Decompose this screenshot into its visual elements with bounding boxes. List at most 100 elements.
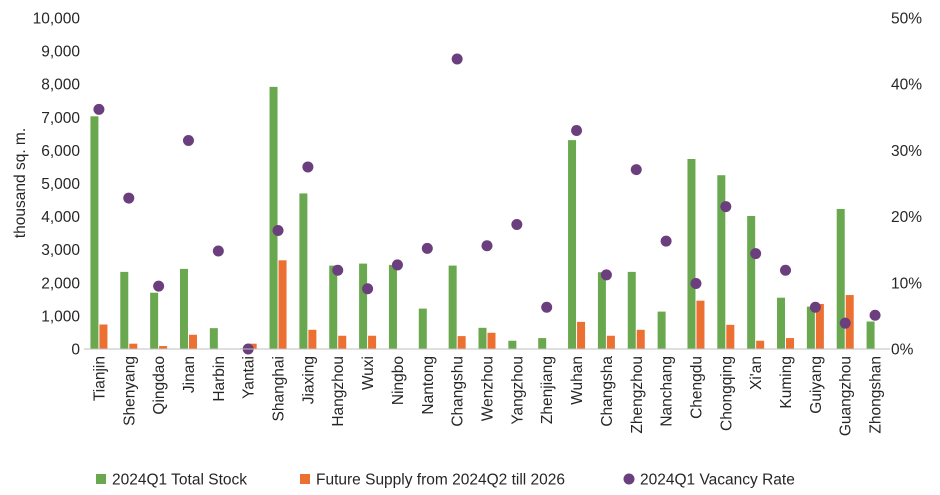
legend: 2024Q1 Total Stock Future Supply from 202… bbox=[96, 472, 795, 489]
bar-future-supply bbox=[786, 338, 795, 349]
x-tick-label: Qingdao bbox=[151, 356, 168, 415]
legend-label: 2024Q1 Vacancy Rate bbox=[640, 472, 795, 489]
point-vacancy-rate bbox=[182, 134, 194, 146]
x-tick-label: Wuhan bbox=[569, 356, 586, 405]
bar-total-stock bbox=[777, 297, 786, 349]
x-tick-label: Hangzhou bbox=[330, 356, 347, 427]
point-vacancy-rate bbox=[630, 164, 642, 176]
y2-tick-label: 20% bbox=[891, 209, 922, 226]
bar-total-stock bbox=[448, 265, 457, 349]
y2-tick-label: 0% bbox=[891, 342, 914, 359]
point-vacancy-rate bbox=[720, 201, 732, 213]
x-tick-label: Nantong bbox=[420, 356, 437, 415]
point-vacancy-rate bbox=[421, 242, 433, 254]
x-tick-label: Harbin bbox=[211, 356, 228, 402]
bar-total-stock bbox=[90, 116, 99, 349]
y-tick-label: 1,000 bbox=[41, 308, 80, 325]
point-vacancy-rate bbox=[541, 301, 553, 313]
point-vacancy-rate bbox=[481, 240, 493, 252]
x-tick-label: Zhongshan bbox=[868, 356, 885, 434]
legend-swatch bbox=[623, 473, 635, 485]
point-vacancy-rate bbox=[660, 235, 672, 247]
y-axis-title: thousand sq. m. bbox=[12, 128, 29, 238]
bar-total-stock bbox=[747, 215, 756, 349]
left-axis: 0 1,000 2,000 3,000 4,000 5,000 6,000 7,000 8,00… bbox=[33, 11, 81, 359]
x-tick-label: Changshu bbox=[450, 356, 467, 427]
point-vacancy-rate bbox=[93, 103, 105, 115]
point-vacancy-rate bbox=[362, 283, 374, 295]
bar-total-stock bbox=[657, 311, 666, 349]
bar-total-stock bbox=[508, 340, 517, 349]
bar-total-stock bbox=[627, 271, 636, 349]
legend-label: Future Supply from 2024Q2 till 2026 bbox=[316, 472, 565, 489]
bar-future-supply bbox=[368, 335, 377, 349]
bar-total-stock bbox=[359, 263, 368, 349]
x-tick-label: Wuxi bbox=[360, 356, 377, 390]
legend-label: 2024Q1 Total Stock bbox=[112, 472, 247, 489]
bar-future-supply bbox=[756, 340, 765, 349]
bar-future-supply bbox=[577, 321, 586, 349]
bar-total-stock bbox=[717, 175, 726, 349]
bar-total-stock bbox=[806, 306, 815, 349]
point-vacancy-rate bbox=[839, 317, 851, 329]
bar-total-stock bbox=[687, 159, 696, 349]
point-vacancy-rate bbox=[451, 53, 463, 65]
bar-future-supply bbox=[308, 329, 317, 349]
y-tick-label: 2,000 bbox=[41, 275, 80, 292]
y-tick-label: 9,000 bbox=[41, 44, 80, 61]
bars bbox=[90, 86, 875, 350]
x-tick-label: Guiyang bbox=[808, 356, 825, 414]
bar-future-supply bbox=[696, 300, 705, 349]
bar-total-stock bbox=[478, 327, 487, 349]
bar-future-supply bbox=[129, 343, 138, 349]
bar-future-supply bbox=[606, 335, 615, 349]
bar-total-stock bbox=[209, 328, 218, 349]
x-tick-label: Shenyang bbox=[121, 356, 138, 426]
x-tick-label: Chongqing bbox=[718, 356, 735, 431]
bar-total-stock bbox=[120, 271, 129, 349]
point-vacancy-rate bbox=[809, 301, 821, 313]
bar-total-stock bbox=[418, 308, 427, 349]
x-tick-label: Xi'an bbox=[748, 356, 765, 390]
bar-total-stock bbox=[150, 292, 159, 349]
bar-future-supply bbox=[159, 346, 168, 349]
x-tick-label: Wenzhou bbox=[480, 356, 497, 421]
bar-future-supply bbox=[278, 260, 287, 349]
legend-swatch bbox=[300, 474, 310, 484]
x-tick-label: Yangzhou bbox=[509, 356, 526, 425]
point-vacancy-rate bbox=[153, 280, 165, 292]
bar-future-supply bbox=[636, 329, 645, 349]
x-tick-label: Yantai bbox=[241, 356, 258, 399]
y-tick-label: 5,000 bbox=[41, 176, 80, 193]
x-tick-label: Tianjin bbox=[91, 356, 108, 401]
bar-future-supply bbox=[188, 334, 197, 349]
x-tick-label: Ningbo bbox=[390, 356, 407, 405]
bar-future-supply bbox=[487, 332, 496, 349]
y2-tick-label: 40% bbox=[891, 77, 922, 94]
y-tick-label: 4,000 bbox=[41, 209, 80, 226]
point-vacancy-rate bbox=[302, 161, 314, 173]
x-tick-label: Zhenjiang bbox=[539, 356, 556, 424]
y2-tick-label: 10% bbox=[891, 275, 922, 292]
y2-tick-label: 30% bbox=[891, 143, 922, 160]
point-vacancy-rate bbox=[750, 248, 762, 260]
x-tick-label: Chengdu bbox=[688, 356, 705, 419]
bar-total-stock bbox=[269, 86, 278, 350]
y-tick-label: 7,000 bbox=[41, 110, 80, 127]
bar-total-stock bbox=[836, 208, 845, 349]
bar-total-stock bbox=[329, 265, 338, 349]
point-vacancy-rate bbox=[571, 125, 583, 137]
y-tick-label: 6,000 bbox=[41, 143, 80, 160]
bar-future-supply bbox=[338, 335, 347, 349]
bar-total-stock bbox=[299, 193, 308, 349]
bar-total-stock bbox=[866, 321, 875, 349]
bar-total-stock bbox=[388, 264, 397, 349]
x-tick-label: Zhengzhou bbox=[629, 356, 646, 434]
point-vacancy-rate bbox=[869, 309, 881, 321]
point-vacancy-rate bbox=[212, 245, 224, 257]
bar-future-supply bbox=[726, 324, 735, 349]
point-vacancy-rate bbox=[123, 192, 135, 204]
bar-total-stock bbox=[538, 338, 547, 349]
